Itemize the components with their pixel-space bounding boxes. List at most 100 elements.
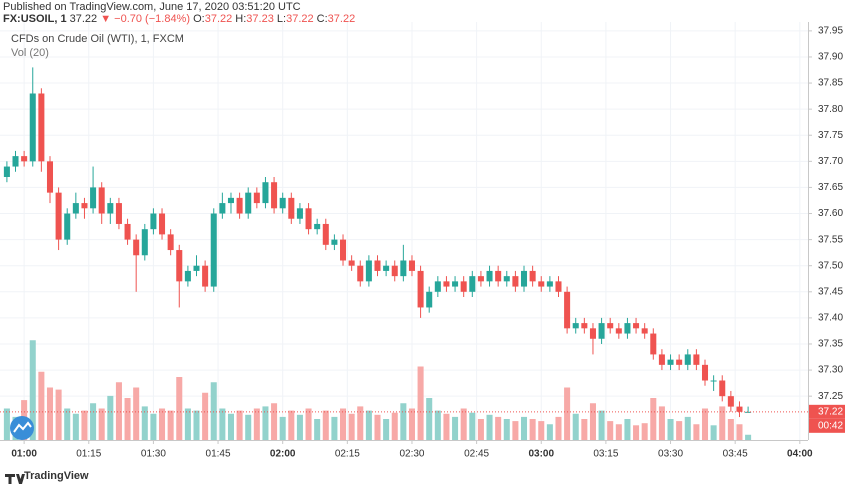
candle-body	[495, 270, 502, 282]
volume-bar	[150, 413, 157, 440]
candles	[3, 67, 752, 418]
volume-bar	[538, 421, 545, 440]
volume-bar	[296, 414, 303, 440]
volume-bar	[667, 419, 674, 440]
candle-body	[210, 213, 217, 287]
volume-bar	[400, 403, 407, 440]
volume-bar	[357, 406, 364, 440]
x-tick-label: 01:00	[11, 449, 37, 460]
volume-bar	[210, 382, 217, 440]
volume-bar	[529, 419, 536, 440]
volume-bar	[641, 423, 648, 440]
close-label: C:	[316, 13, 328, 25]
candle-body	[676, 359, 683, 365]
candle-body	[124, 223, 131, 240]
volume-bar	[29, 340, 36, 440]
volume-bar	[693, 424, 700, 440]
candle-body	[710, 380, 717, 382]
volume-bar	[288, 410, 295, 440]
candle-body	[417, 270, 424, 308]
volume-bar	[555, 416, 562, 440]
volume-bar	[81, 410, 88, 440]
candle-body	[167, 234, 174, 251]
volume-bar	[745, 434, 752, 440]
candle-body	[469, 276, 476, 292]
candle-body	[305, 208, 312, 230]
candle-body	[133, 239, 140, 256]
volume-bar	[486, 414, 493, 440]
volume-bar	[503, 419, 510, 440]
volume-bar	[236, 410, 243, 440]
candle-body	[512, 276, 519, 287]
x-tick-label: 01:45	[206, 449, 231, 460]
volume-bar	[495, 416, 502, 440]
candle-body	[641, 328, 648, 334]
candle-body	[589, 328, 596, 339]
low-value: 37.22	[286, 13, 314, 25]
y-tick-label: 37.35	[818, 339, 843, 350]
volume-bar	[417, 366, 424, 440]
candle-body	[236, 197, 243, 214]
volume-bar	[340, 408, 347, 440]
y-tick-label: 37.55	[818, 234, 843, 245]
volume-bar	[633, 425, 640, 440]
volume-bar	[684, 416, 691, 440]
volume-bar	[245, 414, 252, 440]
x-tick-label: 04:00	[787, 449, 813, 460]
candle-body	[357, 265, 364, 282]
plot-area	[0, 22, 808, 440]
volume-bar	[589, 403, 596, 440]
candle-body	[150, 213, 157, 230]
x-tick-label: 02:00	[270, 449, 296, 460]
candle-body	[253, 192, 260, 204]
volume-bar	[365, 410, 372, 440]
candle-body	[701, 364, 709, 381]
volume-bar	[64, 408, 71, 440]
candle-body	[314, 223, 321, 230]
volume-bar	[193, 410, 200, 440]
last-price-box	[809, 404, 845, 419]
y-tick-label: 37.30	[818, 365, 843, 376]
symbol-line: FX:USOIL, 1 37.22 ▼ −0.70 (−1.84%) O:37.…	[3, 13, 355, 25]
volume-bar	[115, 382, 122, 440]
x-tick-label: 03:15	[593, 449, 618, 460]
candle-body	[55, 192, 62, 240]
y-tick-label: 37.90	[818, 52, 843, 63]
volume-bar	[624, 419, 631, 440]
footer-brand: TradingView	[24, 470, 89, 482]
series-legend[interactable]: CFDs on Crude Oil (WTI), 1, FXCM	[11, 33, 184, 45]
volume-bar	[141, 406, 148, 440]
volume-bar	[331, 416, 338, 440]
volume-bar	[520, 416, 528, 440]
volume-legend[interactable]: Vol (20)	[11, 47, 49, 59]
y-tick-label: 37.75	[818, 130, 843, 141]
candle-body	[21, 156, 28, 162]
candle-body	[219, 203, 226, 214]
candle-body	[296, 208, 303, 219]
candle-body	[477, 276, 484, 282]
volume-bar	[133, 387, 140, 440]
volume-bar	[167, 410, 174, 440]
y-tick-label: 37.95	[818, 26, 843, 37]
candle-body	[486, 270, 493, 282]
candle-body	[322, 223, 329, 245]
volume-bar	[658, 406, 665, 440]
candle-body	[202, 265, 209, 287]
y-tick-label: 37.60	[818, 208, 843, 219]
countdown-label: 00:42	[818, 420, 843, 431]
y-tick-label: 37.85	[818, 78, 843, 89]
candle-body	[736, 406, 743, 412]
candle-body	[271, 182, 278, 209]
candle-body	[72, 203, 79, 214]
volume-bar	[727, 419, 734, 440]
candle-body	[564, 291, 571, 329]
low-label: L:	[276, 13, 287, 25]
volume-bar	[90, 403, 97, 440]
volume-bar	[408, 408, 415, 440]
volume-bar	[227, 413, 234, 440]
volume-bar	[46, 387, 54, 440]
candle-body	[658, 354, 665, 365]
volume-bar	[271, 403, 278, 440]
candle-body	[115, 203, 122, 224]
volume-bar	[314, 419, 321, 440]
